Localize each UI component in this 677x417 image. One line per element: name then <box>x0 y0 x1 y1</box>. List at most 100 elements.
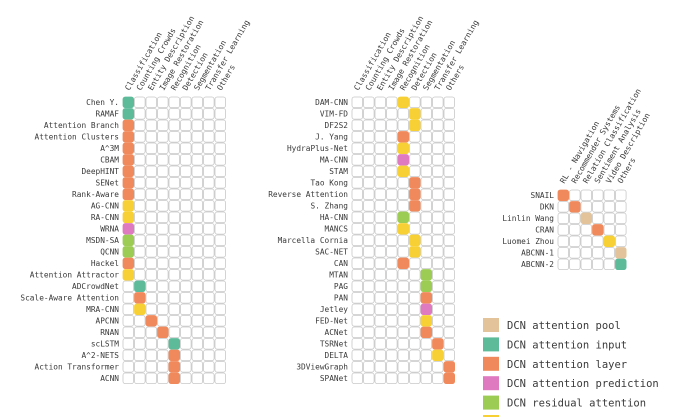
matrix-cell-empty <box>168 131 181 143</box>
matrix-cell-empty <box>134 177 146 189</box>
matrix-cell-empty <box>432 372 444 385</box>
row-label: MRA-CNN <box>86 305 119 314</box>
matrix-cell-empty <box>203 257 215 270</box>
row-label: DKN <box>540 203 554 212</box>
matrix-cell-empty <box>145 280 158 293</box>
matrix-cell-empty <box>603 189 616 202</box>
legend-swatch-out <box>483 415 499 417</box>
matrix-cell-empty <box>145 257 158 270</box>
matrix-cell-empty <box>351 177 364 189</box>
matrix-cell-empty <box>145 292 158 304</box>
matrix-cell-empty <box>374 326 387 339</box>
matrix-cell-empty <box>145 326 158 339</box>
row-label: J. Yang <box>315 133 348 142</box>
matrix-cell-filled <box>122 269 135 281</box>
matrix-cell-filled <box>134 303 146 316</box>
matrix-cell-empty <box>351 246 364 258</box>
matrix-cell-empty <box>420 246 433 258</box>
matrix-cell-empty <box>214 177 227 189</box>
row-label: ADCrowdNet <box>72 282 119 291</box>
matrix-cell-empty <box>145 131 158 143</box>
matrix-cell-empty <box>580 189 593 202</box>
matrix-cell-empty <box>351 211 364 224</box>
matrix-cell-empty <box>397 188 410 201</box>
matrix-cell-empty <box>397 177 410 189</box>
row-label: ABCNN-1 <box>521 249 554 258</box>
row-label: ACNet <box>325 328 348 337</box>
matrix-cell-empty <box>420 372 433 385</box>
matrix-cell-empty <box>180 154 192 166</box>
matrix-cell-empty <box>145 211 158 224</box>
row-label: PAG <box>334 282 348 291</box>
row-label: Luomei Zhou <box>502 237 554 246</box>
matrix-cell-empty <box>557 247 570 259</box>
matrix-cell-empty <box>351 108 364 120</box>
matrix-cell-empty <box>351 292 364 304</box>
matrix-cell-empty <box>180 131 192 143</box>
matrix-cell-empty <box>397 349 410 362</box>
matrix-cell-empty <box>180 246 192 258</box>
matrix-cell-empty <box>386 234 398 247</box>
matrix-cell-empty <box>180 108 192 120</box>
matrix-cell-filled <box>409 108 421 120</box>
matrix-cell-empty <box>363 372 375 385</box>
matrix-cell-empty <box>432 154 444 166</box>
matrix-cell-filled <box>122 200 135 212</box>
matrix-cell-empty <box>180 96 192 109</box>
matrix-cell-empty <box>443 177 456 189</box>
matrix-cell-empty <box>443 349 456 362</box>
row-label: AG-CNN <box>91 202 119 211</box>
matrix-cell-filled <box>397 154 410 166</box>
matrix-cell-empty <box>180 188 192 201</box>
matrix-cell-empty <box>214 326 227 339</box>
row-label: DELTA <box>325 351 349 360</box>
matrix-cell-empty <box>145 223 158 235</box>
matrix-cell-empty <box>180 200 192 212</box>
matrix-cell-empty <box>397 246 410 258</box>
matrix-cell-empty <box>615 189 627 202</box>
matrix-cell-empty <box>397 280 410 293</box>
matrix-cell-empty <box>443 326 456 339</box>
legend-swatch-pool <box>483 318 499 332</box>
matrix-cell-empty <box>157 338 169 350</box>
matrix-cell-filled <box>420 280 433 293</box>
matrix-cell-empty <box>134 257 146 270</box>
matrix-cell-empty <box>134 349 146 362</box>
matrix-cell-empty <box>443 223 456 235</box>
matrix-cell-empty <box>374 200 387 212</box>
matrix-cell-filled <box>397 131 410 143</box>
matrix-cell-empty <box>592 189 604 202</box>
row-label: RAMAF <box>96 110 120 119</box>
matrix-cell-filled <box>122 211 135 224</box>
matrix-cell-filled <box>397 223 410 235</box>
legend-swatch-input <box>483 337 499 352</box>
matrix-cell-empty <box>432 326 444 339</box>
matrix-cell-empty <box>374 96 387 109</box>
matrix-cell-empty <box>134 96 146 109</box>
matrix-cell-empty <box>168 234 181 247</box>
matrix-cell-filled <box>397 165 410 178</box>
row-label: Reverse Attention <box>268 190 348 199</box>
row-label: SENet <box>96 179 119 188</box>
matrix-cell-empty <box>386 211 398 224</box>
matrix-cell-empty <box>374 154 387 166</box>
matrix-cell-filled <box>432 338 444 350</box>
matrix-cell-empty <box>203 119 215 132</box>
matrix-cell-empty <box>409 372 421 385</box>
matrix-cell-empty <box>180 142 192 155</box>
matrix-cell-empty <box>409 96 421 109</box>
matrix-cell-empty <box>603 201 616 213</box>
matrix-cell-empty <box>180 280 192 293</box>
matrix-cell-empty <box>351 188 364 201</box>
matrix-cell-empty <box>420 234 433 247</box>
matrix-cell-empty <box>580 224 593 236</box>
matrix-cell-empty <box>432 292 444 304</box>
matrix-cell-empty <box>351 154 364 166</box>
matrix-cell-empty <box>432 96 444 109</box>
matrix-cell-empty <box>374 177 387 189</box>
matrix-cell-empty <box>432 223 444 235</box>
legend-swatch-prediction <box>483 376 499 391</box>
row-label: MSDN-SA <box>86 236 119 245</box>
matrix-cell-empty <box>397 338 410 350</box>
